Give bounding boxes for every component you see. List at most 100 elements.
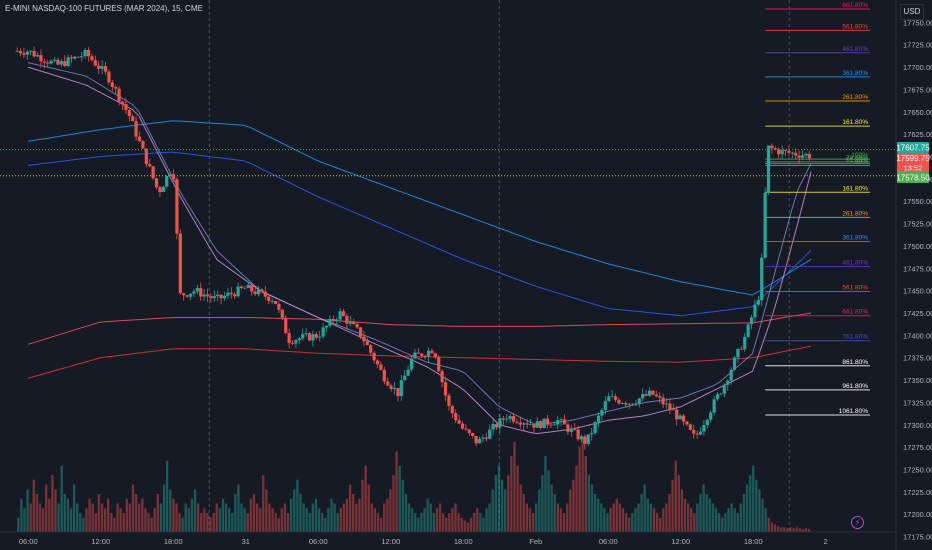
price-tick-label: 17625.00 (903, 130, 932, 139)
candle-body (372, 352, 376, 361)
candle-body (450, 406, 454, 414)
candle-body (477, 438, 482, 444)
candle-body (131, 116, 135, 122)
candle-body (525, 423, 529, 425)
candle-body (195, 288, 199, 292)
candle-body (651, 390, 655, 395)
moving-averages (27, 62, 812, 435)
candle-body (362, 336, 366, 342)
time-tick-label: 18:00 (164, 537, 183, 546)
volume-bar (308, 513, 311, 532)
candle-body (409, 358, 414, 370)
level-upper-badge (897, 142, 929, 153)
candle-body (644, 394, 648, 396)
volume-bar (559, 508, 563, 532)
volume-bar (296, 479, 299, 532)
candle-body (705, 419, 709, 425)
candle-body (42, 61, 46, 63)
candle-body (756, 300, 760, 305)
volume-bar (17, 517, 20, 532)
volume-bar (652, 508, 656, 532)
candle-body (86, 49, 91, 57)
candle-body (83, 49, 87, 57)
candle-body (637, 398, 641, 404)
volume-bar (339, 508, 342, 532)
candle-body (151, 166, 155, 179)
candlesticks[interactable] (15, 46, 811, 450)
currency-button[interactable]: USD (900, 4, 924, 20)
candle-body (749, 317, 754, 325)
volume-bar (169, 489, 172, 532)
volume-bar (150, 517, 153, 532)
time-axis[interactable]: 06:00 12:00 18:00 31 06:00 12:00 18:00 Feb 06:00… (19, 537, 828, 546)
volume-bar (755, 479, 758, 532)
volume-bar (404, 494, 408, 532)
volume-bar (798, 528, 801, 532)
lightning-icon[interactable]: ⚡ (851, 516, 864, 529)
volume-bar (327, 508, 330, 532)
volume-bar (686, 503, 690, 532)
candle-body (239, 286, 244, 288)
candle-body (202, 294, 206, 297)
volume-bar (358, 498, 361, 532)
moving-average-line (27, 120, 812, 296)
fibonacci-extension[interactable]: 661.80% 561.80% 461.80% 361.80% 261.80% 161.8… (765, 2, 870, 416)
volume-bar (200, 513, 203, 532)
candle-body (505, 418, 509, 420)
candle-body (216, 294, 220, 297)
volume-bar (268, 503, 271, 532)
moving-average-line (27, 62, 812, 426)
volume-bar (469, 517, 473, 532)
volume-bar (482, 517, 485, 532)
volume-bar (277, 517, 280, 532)
volume-bar (76, 503, 79, 532)
volume-bar (640, 494, 643, 532)
candle-body (236, 286, 240, 297)
candle-body (290, 343, 295, 344)
volume-bar (649, 503, 653, 532)
candle-body (658, 396, 662, 398)
candle-body (460, 423, 465, 429)
price-tick-label: 17700.00 (903, 63, 932, 72)
candle-body (746, 324, 750, 337)
volume-bar (544, 456, 547, 532)
volume-bar (392, 475, 395, 532)
volume-bar (569, 489, 572, 532)
volume-bar (792, 528, 795, 532)
time-tick-label: 06:00 (309, 537, 328, 546)
candle-body (144, 148, 148, 165)
candle-body (46, 62, 50, 64)
candle-body (331, 318, 335, 322)
session-separators (208, 0, 790, 532)
volume-bar (566, 503, 569, 532)
candle-body (681, 415, 686, 422)
volume-bar (770, 522, 774, 532)
fib-level-label: 100% (851, 152, 868, 159)
fib-level-label: 461.80% (842, 260, 868, 267)
candle-body (573, 428, 577, 430)
volume-bar (572, 479, 575, 532)
time-tick-label: 12:00 (381, 537, 400, 546)
countdown-label: 13:52 (904, 164, 923, 173)
volume-bar (265, 489, 268, 532)
volume-bar (38, 503, 42, 532)
volume-bar (94, 513, 97, 532)
fib-level-label: 1061.80% (839, 408, 868, 415)
candle-body (226, 292, 230, 296)
volume-bar (274, 513, 277, 532)
price-tick-label: 17300.00 (903, 421, 932, 430)
candle-body (467, 429, 471, 434)
volume-bar (321, 513, 324, 532)
volume-bar (364, 465, 367, 532)
volume-bar (249, 498, 253, 532)
candle-body (732, 357, 737, 370)
candle-body (494, 424, 499, 428)
symbol-title[interactable]: E-MINI NASDAQ-100 FUTURES (MAR 2024), 15… (5, 4, 203, 13)
candle-body (277, 303, 281, 310)
volume-bar (448, 513, 451, 532)
volume-bar (147, 513, 150, 532)
volume-bar (426, 498, 429, 532)
volume-bar (628, 517, 631, 532)
candle-body (474, 435, 478, 444)
